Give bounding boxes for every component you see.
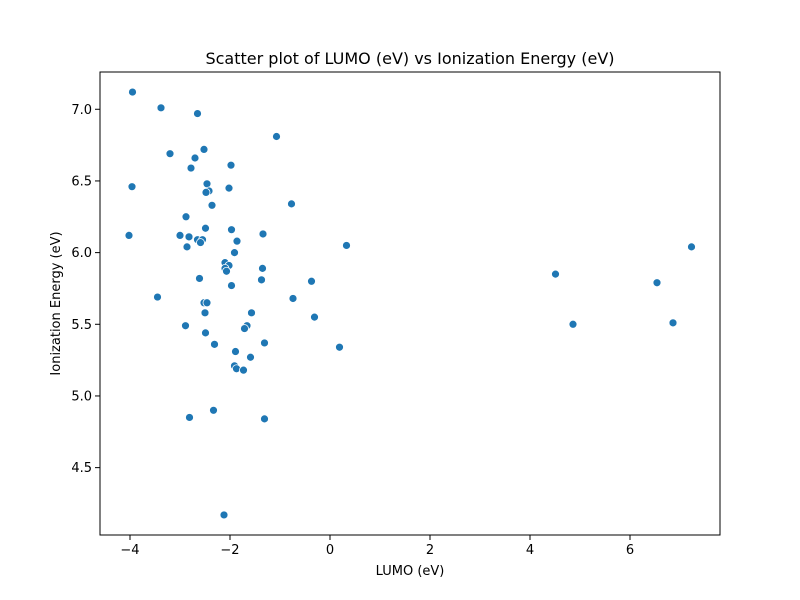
data-point [335, 342, 344, 352]
data-point [193, 109, 202, 118]
x-tick-label: 2 [426, 543, 434, 558]
data-point [127, 182, 137, 192]
data-point [240, 324, 249, 333]
y-tick-label: 7.0 [71, 103, 92, 118]
data-point [210, 339, 219, 349]
y-tick-label: 6.5 [71, 174, 92, 189]
chart-title: Scatter plot of LUMO (eV) vs Ionization … [205, 49, 614, 68]
data-point [568, 319, 578, 329]
data-point [227, 225, 236, 235]
data-point [202, 298, 212, 308]
data-point [165, 149, 175, 159]
data-point [247, 308, 256, 318]
data-points [124, 87, 696, 520]
data-point [258, 229, 268, 239]
data-point [201, 188, 211, 197]
y-tick-label: 6.0 [71, 246, 92, 261]
data-point [226, 160, 236, 170]
data-point [175, 231, 185, 240]
data-point [156, 103, 166, 113]
data-point [219, 510, 229, 520]
x-tick-label: 4 [526, 543, 534, 558]
data-point [272, 132, 281, 141]
y-tick-label: 5.5 [71, 318, 92, 333]
data-point [310, 312, 319, 322]
data-point [227, 281, 236, 290]
data-point [201, 328, 210, 338]
data-point [260, 414, 269, 424]
data-point [231, 347, 240, 356]
y-axis-label: Ionization Energy (eV) [49, 231, 64, 375]
data-point [239, 365, 248, 375]
x-tick-label: 6 [626, 543, 634, 558]
data-point [222, 266, 231, 276]
data-point [551, 269, 560, 279]
data-point [230, 248, 239, 258]
data-point [199, 145, 209, 154]
x-axis-label: LUMO (eV) [376, 564, 445, 579]
y-axis-ticks: 4.5 5.0 5.5 6.0 6.5 7.0 [71, 103, 100, 476]
data-point [182, 242, 192, 252]
plot-frame [99, 71, 721, 536]
data-point [257, 275, 266, 285]
data-point [181, 321, 190, 331]
data-point [652, 278, 662, 288]
y-tick-label: 4.5 [71, 461, 92, 476]
data-point [184, 232, 194, 242]
x-tick-label: −2 [220, 543, 239, 558]
x-axis-ticks: −4 −2 0 2 4 6 [120, 535, 634, 558]
data-point [232, 364, 241, 374]
data-point [202, 179, 212, 189]
data-point [687, 242, 696, 252]
data-point [224, 183, 234, 193]
data-point [288, 294, 298, 303]
data-point [246, 352, 255, 362]
data-point [668, 318, 678, 328]
x-tick-label: 0 [326, 543, 334, 558]
y-tick-label: 5.0 [71, 389, 92, 404]
data-point [287, 199, 296, 209]
data-point [260, 338, 269, 348]
data-point [200, 308, 210, 318]
data-point [207, 200, 217, 210]
data-point [342, 241, 351, 250]
data-point [124, 231, 134, 240]
x-tick-label: −4 [120, 543, 139, 558]
data-point [153, 292, 162, 302]
data-point [128, 87, 137, 97]
data-point [195, 274, 204, 283]
data-point [186, 163, 196, 173]
data-point [201, 223, 210, 233]
data-point [258, 263, 267, 273]
data-point [307, 276, 316, 286]
data-point [185, 413, 194, 422]
data-point [209, 405, 218, 415]
data-point [232, 236, 242, 246]
data-point [190, 153, 200, 163]
data-point [196, 238, 205, 247]
data-point [181, 212, 191, 222]
